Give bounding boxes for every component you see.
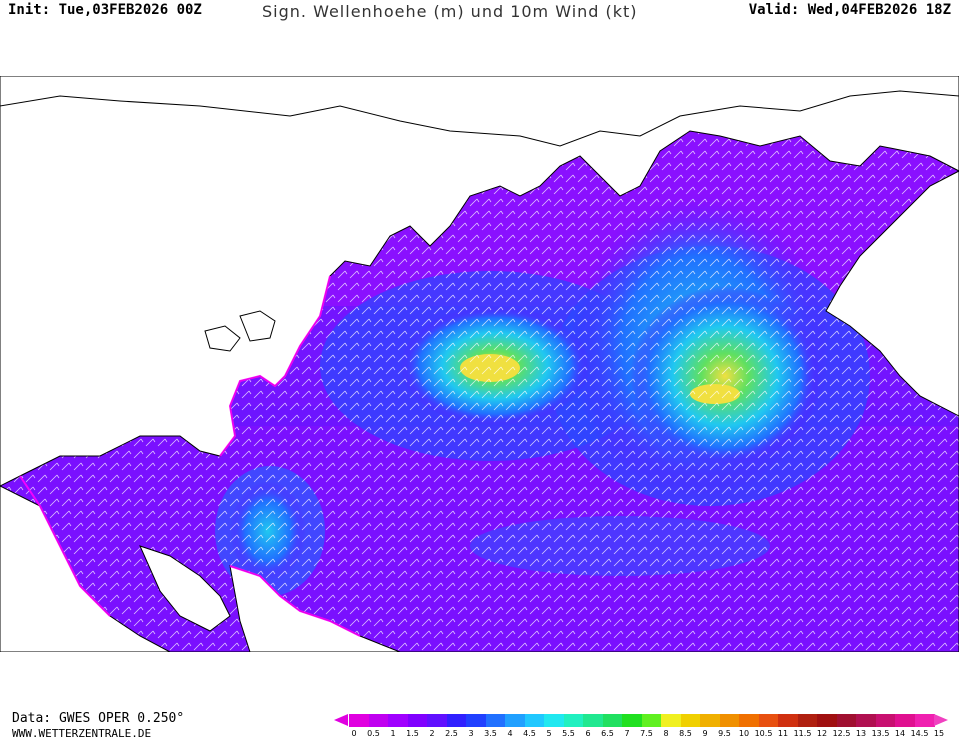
- legend-tick-label: 9.5: [718, 729, 731, 738]
- legend-tick-label: 0: [351, 729, 357, 738]
- legend-swatch: [544, 714, 565, 727]
- legend-swatch: [680, 714, 701, 727]
- legend-tick-label: 4: [507, 729, 513, 738]
- legend-tick-label: 2.5: [445, 729, 458, 738]
- legend-tick-label: 5: [546, 729, 552, 738]
- legend-swatch: [583, 714, 604, 727]
- legend-tick-label: 14: [894, 729, 906, 738]
- legend-tick-label: 15: [933, 729, 945, 738]
- legend-swatch: [407, 714, 428, 727]
- legend-swatch: [427, 714, 448, 727]
- legend-swatch: [856, 714, 877, 727]
- land: [0, 76, 959, 652]
- legend-tick-label: 13: [855, 729, 867, 738]
- legend-swatch: [466, 714, 487, 727]
- legend-tick-label: 13.5: [871, 729, 890, 738]
- legend-tick-label: 11: [777, 729, 789, 738]
- data-source-label: Data: GWES OPER 0.250°: [12, 711, 185, 726]
- legend-tick-label: 2: [429, 729, 435, 738]
- legend-tick-label: 7.5: [640, 729, 653, 738]
- wave-height-map: [0, 76, 959, 652]
- legend-tick-label: 12.5: [832, 729, 851, 738]
- legend-arrow-right: [934, 714, 949, 726]
- legend-swatch: [602, 714, 623, 727]
- legend-tick-label: 1: [390, 729, 396, 738]
- legend-swatch: [719, 714, 740, 727]
- init-time-label: Init: Tue,03FEB2026 00Z: [8, 2, 202, 18]
- legend-tick-label: 4.5: [523, 729, 536, 738]
- legend-swatch: [641, 714, 662, 727]
- legend-tick-label: 3.5: [484, 729, 497, 738]
- legend-tick-label: 6: [585, 729, 591, 738]
- legend-tick-label: 12: [816, 729, 828, 738]
- legend-swatch: [895, 714, 916, 727]
- legend-swatch: [524, 714, 545, 727]
- legend-swatch: [700, 714, 721, 727]
- legend-swatch: [739, 714, 760, 727]
- coastal-waves: [19, 275, 361, 637]
- legend-swatch: [778, 714, 799, 727]
- legend-swatch: [836, 714, 857, 727]
- legend-tick-label: 1.5: [406, 729, 419, 738]
- legend-tick-label: 9: [702, 729, 708, 738]
- legend-tick-label: 3: [468, 729, 474, 738]
- legend-tick-label: 10: [738, 729, 750, 738]
- map-title: Sign. Wellenhoehe (m) und 10m Wind (kt): [262, 2, 638, 21]
- legend-swatch: [485, 714, 506, 727]
- legend-swatch: [349, 714, 370, 727]
- legend-swatch: [758, 714, 779, 727]
- color-legend: 0 0.5 1 1.5 2 2.5 3 3.5 4 4.5 5 5.5 6 6.5 7 7.5 8 8.5 9 9.5…: [334, 712, 958, 738]
- legend-swatch: [563, 714, 584, 727]
- legend-tick-label: 8.5: [679, 729, 692, 738]
- legend-arrow-left: [334, 714, 348, 726]
- legend-tick-label: 5.5: [562, 729, 575, 738]
- legend-swatch: [797, 714, 818, 727]
- legend-tick-label: 11.5: [793, 729, 812, 738]
- legend-swatch: [817, 714, 838, 727]
- valid-time-label: Valid: Wed,04FEB2026 18Z: [748, 2, 951, 18]
- legend-swatch: [368, 714, 389, 727]
- legend-swatch: [875, 714, 896, 727]
- legend-tick-label: 8: [663, 729, 669, 738]
- legend-swatch: [505, 714, 526, 727]
- legend-swatch: [388, 714, 409, 727]
- legend-tick-label: 14.5: [910, 729, 929, 738]
- legend-swatch: [914, 714, 935, 727]
- legend-swatch: [661, 714, 682, 727]
- legend-tick-label: 7: [624, 729, 630, 738]
- legend-tick-label: 6.5: [601, 729, 614, 738]
- legend-swatch: [622, 714, 643, 727]
- legend-swatch: [446, 714, 467, 727]
- website-label: WWW.WETTERZENTRALE.DE: [12, 727, 152, 740]
- legend-tick-label: 0.5: [367, 729, 380, 738]
- legend-tick-label: 10.5: [754, 729, 773, 738]
